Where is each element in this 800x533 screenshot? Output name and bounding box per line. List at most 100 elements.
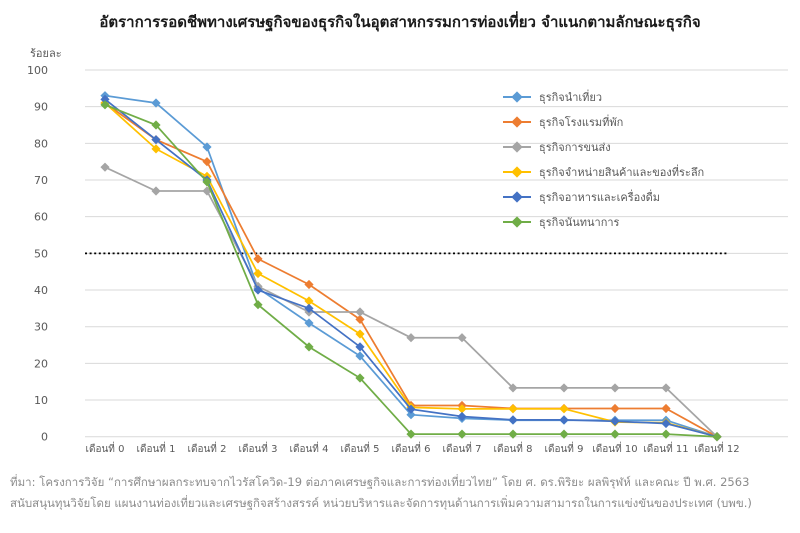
data-point-marker	[610, 416, 620, 426]
legend-diamond-marker-icon	[503, 140, 531, 153]
y-tick-label: 90	[34, 101, 48, 114]
data-point-marker	[202, 177, 212, 187]
data-point-marker	[457, 333, 467, 343]
chart-legend: ธุรกิจนำเที่ยวธุรกิจโรงแรมที่พักธุรกิจกา…	[503, 84, 704, 234]
data-point-marker	[559, 415, 569, 425]
data-point-marker	[508, 383, 518, 393]
data-point-marker	[304, 303, 314, 313]
x-tick-label: เดือนที่ 8	[494, 441, 533, 455]
data-point-marker	[253, 285, 263, 295]
legend-item-5: ธุรกิจอาหารและเครื่องดื่ม	[503, 184, 704, 209]
x-tick-label: เดือนที่ 4	[290, 441, 329, 455]
y-tick-label: 100	[27, 64, 48, 77]
data-point-marker	[253, 268, 263, 279]
data-point-marker	[610, 383, 620, 393]
data-point-marker	[406, 410, 416, 420]
data-point-marker	[457, 404, 467, 414]
x-tick-label: เดือนที่ 2	[188, 441, 227, 455]
y-tick-label: 70	[34, 174, 48, 187]
data-point-marker	[151, 144, 161, 154]
data-point-marker	[559, 404, 569, 414]
data-point-marker	[406, 404, 416, 414]
x-tick-label: เดือนที่ 6	[392, 441, 431, 455]
data-point-marker	[559, 429, 569, 439]
data-point-marker	[508, 429, 518, 439]
data-point-marker	[151, 98, 161, 108]
legend-item-6: ธุรกิจนันทนาการ	[503, 209, 704, 234]
data-point-marker	[661, 418, 671, 429]
data-point-marker	[661, 403, 671, 414]
data-point-marker	[202, 157, 212, 167]
data-point-marker	[355, 342, 365, 352]
data-point-marker	[355, 373, 365, 383]
legend-diamond-marker-icon	[503, 165, 531, 178]
x-tick-label: เดือนที่ 3	[239, 441, 278, 455]
legend-item-2: ธุรกิจโรงแรมที่พัก	[503, 109, 704, 134]
data-point-marker	[610, 429, 620, 439]
data-point-marker	[406, 333, 416, 343]
y-tick-label: 60	[34, 211, 48, 224]
data-point-marker	[304, 318, 314, 328]
data-point-marker	[661, 429, 671, 439]
y-tick-label: 10	[34, 394, 48, 407]
line-chart-plot: 0 10 20 30 40 50 60 70 80 90 100 เดือนที่ 0 เดือนที่…	[27, 64, 788, 455]
chart-title: อัตราการรอดชีพทางเศรษฐกิจของธุรกิจในอุตส…	[99, 13, 701, 31]
x-tick-label: เดือนที่ 9	[545, 441, 584, 455]
data-point-marker	[712, 432, 722, 442]
legend-label: ธุรกิจการขนส่ง	[539, 140, 611, 154]
data-point-marker	[508, 415, 518, 425]
data-point-marker	[406, 429, 416, 439]
data-point-marker	[610, 403, 620, 414]
legend-diamond-marker-icon	[503, 190, 531, 203]
data-point-marker	[151, 120, 161, 130]
y-tick-label: 20	[34, 357, 48, 370]
series-6	[100, 100, 722, 442]
data-point-marker	[304, 342, 314, 352]
x-tick-label: เดือนที่ 11	[643, 441, 688, 455]
x-tick-label: เดือนที่ 1	[137, 441, 176, 455]
legend-item-3: ธุรกิจการขนส่ง	[503, 134, 704, 159]
x-tick-label: เดือนที่ 5	[341, 441, 380, 455]
y-tick-label: 40	[34, 284, 48, 297]
data-point-marker	[304, 279, 314, 290]
data-point-marker	[151, 186, 161, 196]
x-tick-label: เดือนที่ 12	[694, 441, 739, 455]
data-point-marker	[304, 296, 314, 306]
y-axis-unit-label: ร้อยละ	[30, 47, 62, 60]
data-point-marker	[100, 94, 110, 104]
x-tick-label: เดือนที่ 10	[592, 441, 637, 455]
data-point-marker	[151, 135, 161, 145]
source-line-2: สนับสนุนทุนวิจัยโดย แผนงานท่องเที่ยวและเ…	[10, 496, 752, 511]
data-point-marker	[202, 142, 212, 152]
data-point-marker	[661, 383, 671, 393]
y-tick-label: 30	[34, 321, 48, 334]
source-line-1: ที่มา: โครงการวิจัย “การศึกษาผลกระทบจากไ…	[10, 475, 750, 489]
legend-label: ธุรกิจโรงแรมที่พัก	[539, 115, 624, 129]
data-point-marker	[457, 411, 467, 422]
data-point-marker	[355, 329, 365, 339]
source-note: ที่มา: โครงการวิจัย “การศึกษาผลกระทบจากไ…	[10, 472, 794, 515]
y-tick-label: 50	[34, 247, 48, 260]
y-tick-label: 80	[34, 137, 48, 150]
y-tick-label: 0	[41, 431, 48, 444]
legend-label: ธุรกิจอาหารและเครื่องดื่ม	[539, 190, 660, 204]
data-point-marker	[253, 300, 263, 310]
legend-diamond-marker-icon	[503, 115, 531, 128]
data-point-marker	[355, 351, 365, 361]
data-point-marker	[253, 254, 263, 264]
data-point-marker	[100, 100, 110, 110]
legend-diamond-marker-icon	[503, 90, 531, 103]
data-point-marker	[355, 314, 365, 324]
legend-diamond-marker-icon	[503, 215, 531, 228]
legend-item-4: ธุรกิจจำหน่ายสินค้าและของที่ระลึก	[503, 159, 704, 184]
legend-label: ธุรกิจนันทนาการ	[539, 215, 620, 229]
data-point-marker	[355, 307, 365, 317]
data-point-marker	[508, 404, 518, 414]
x-tick-label: เดือนที่ 7	[443, 441, 482, 455]
data-point-marker	[457, 429, 467, 439]
x-tick-label: เดือนที่ 0	[86, 441, 125, 455]
legend-item-1: ธุรกิจนำเที่ยว	[503, 84, 704, 109]
legend-label: ธุรกิจจำหน่ายสินค้าและของที่ระลึก	[539, 165, 705, 179]
data-point-marker	[559, 383, 569, 393]
